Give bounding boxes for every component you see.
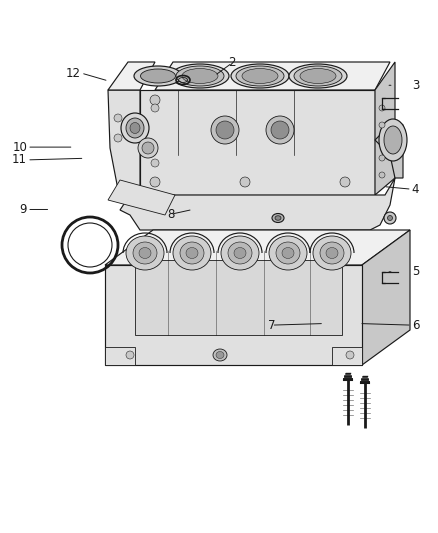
Ellipse shape bbox=[379, 172, 385, 178]
Ellipse shape bbox=[269, 236, 307, 270]
Polygon shape bbox=[135, 260, 342, 335]
Polygon shape bbox=[375, 62, 395, 195]
Text: 5: 5 bbox=[412, 265, 419, 278]
Ellipse shape bbox=[313, 236, 351, 270]
Polygon shape bbox=[155, 62, 390, 90]
Ellipse shape bbox=[228, 242, 252, 264]
Ellipse shape bbox=[242, 69, 278, 84]
Text: 7: 7 bbox=[268, 319, 276, 332]
Polygon shape bbox=[108, 180, 175, 215]
Ellipse shape bbox=[221, 236, 259, 270]
Ellipse shape bbox=[289, 64, 347, 88]
Ellipse shape bbox=[213, 349, 227, 361]
Ellipse shape bbox=[126, 236, 164, 270]
Ellipse shape bbox=[114, 114, 122, 122]
Text: 2: 2 bbox=[228, 56, 236, 69]
Ellipse shape bbox=[130, 123, 140, 133]
Polygon shape bbox=[108, 90, 140, 200]
Ellipse shape bbox=[216, 351, 224, 359]
Polygon shape bbox=[120, 178, 395, 230]
Ellipse shape bbox=[340, 177, 350, 187]
Ellipse shape bbox=[276, 242, 300, 264]
Ellipse shape bbox=[272, 214, 284, 222]
Ellipse shape bbox=[282, 247, 294, 259]
Ellipse shape bbox=[300, 69, 336, 84]
Ellipse shape bbox=[126, 118, 144, 138]
Ellipse shape bbox=[151, 159, 159, 167]
Ellipse shape bbox=[150, 95, 160, 105]
Ellipse shape bbox=[114, 134, 122, 142]
Ellipse shape bbox=[346, 351, 354, 359]
Ellipse shape bbox=[126, 351, 134, 359]
Ellipse shape bbox=[141, 69, 176, 83]
Polygon shape bbox=[140, 90, 375, 195]
Polygon shape bbox=[108, 62, 155, 90]
Ellipse shape bbox=[388, 215, 392, 221]
Ellipse shape bbox=[134, 66, 182, 86]
Polygon shape bbox=[375, 120, 403, 178]
Ellipse shape bbox=[142, 142, 154, 154]
Polygon shape bbox=[362, 230, 410, 365]
Text: 11: 11 bbox=[12, 154, 27, 166]
Ellipse shape bbox=[121, 113, 149, 143]
Polygon shape bbox=[105, 347, 135, 365]
Ellipse shape bbox=[186, 247, 198, 259]
Ellipse shape bbox=[240, 177, 250, 187]
Ellipse shape bbox=[379, 105, 385, 111]
Ellipse shape bbox=[326, 247, 338, 259]
Ellipse shape bbox=[234, 247, 246, 259]
Ellipse shape bbox=[182, 69, 218, 84]
Ellipse shape bbox=[138, 138, 158, 158]
Ellipse shape bbox=[180, 242, 204, 264]
Ellipse shape bbox=[379, 119, 407, 161]
Text: 3: 3 bbox=[412, 79, 419, 92]
Text: 9: 9 bbox=[20, 203, 27, 216]
Ellipse shape bbox=[384, 126, 402, 154]
Ellipse shape bbox=[271, 121, 289, 139]
Ellipse shape bbox=[320, 242, 344, 264]
Text: 12: 12 bbox=[66, 67, 81, 79]
Ellipse shape bbox=[379, 122, 385, 128]
Text: 10: 10 bbox=[12, 141, 27, 154]
Polygon shape bbox=[332, 347, 362, 365]
Ellipse shape bbox=[133, 242, 157, 264]
Ellipse shape bbox=[236, 66, 284, 86]
Text: 6: 6 bbox=[412, 319, 419, 332]
Ellipse shape bbox=[139, 247, 151, 259]
Ellipse shape bbox=[211, 116, 239, 144]
Polygon shape bbox=[105, 230, 410, 265]
Ellipse shape bbox=[266, 116, 294, 144]
Ellipse shape bbox=[176, 66, 224, 86]
Ellipse shape bbox=[294, 66, 342, 86]
Text: 8: 8 bbox=[167, 208, 174, 221]
Ellipse shape bbox=[150, 177, 160, 187]
Ellipse shape bbox=[216, 121, 234, 139]
Ellipse shape bbox=[173, 236, 211, 270]
Ellipse shape bbox=[384, 212, 396, 224]
Ellipse shape bbox=[275, 216, 281, 220]
Text: 4: 4 bbox=[412, 183, 419, 196]
Ellipse shape bbox=[151, 104, 159, 112]
Ellipse shape bbox=[379, 155, 385, 161]
Ellipse shape bbox=[171, 64, 229, 88]
Polygon shape bbox=[105, 265, 362, 365]
Ellipse shape bbox=[231, 64, 289, 88]
